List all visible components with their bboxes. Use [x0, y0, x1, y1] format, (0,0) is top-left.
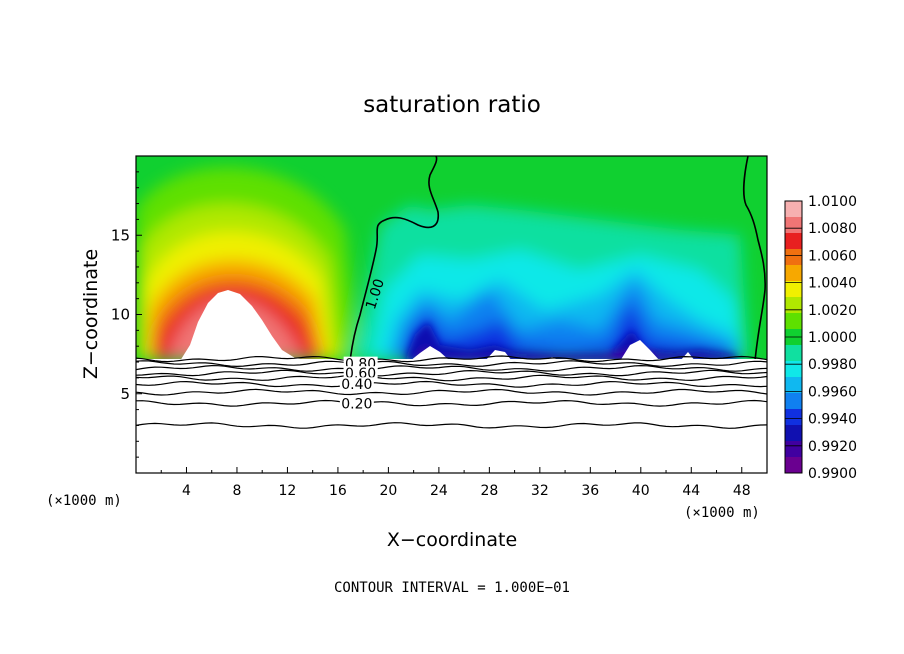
y-tick-label: 10	[111, 306, 130, 324]
contour-line	[136, 369, 767, 377]
colorbar-label: 1.0060	[808, 248, 857, 264]
colorbar-swatch	[785, 393, 802, 410]
colorbar-label: 1.0080	[808, 221, 857, 237]
x-tick-label: 36	[581, 483, 599, 499]
x-tick-label: 44	[682, 483, 700, 499]
contour-label-bg	[339, 377, 374, 392]
contour-line	[136, 388, 767, 396]
x-tick-label: 32	[531, 483, 549, 499]
contour-line	[136, 360, 767, 368]
colorbar-swatch	[785, 201, 802, 218]
colorbar-swatch	[785, 249, 802, 266]
colorbar-label: 0.9900	[808, 466, 857, 482]
contour-line	[136, 380, 767, 388]
x-tick-label: 16	[329, 483, 347, 499]
contour-label: 0.40	[341, 377, 372, 393]
dry-core-navy	[405, 322, 738, 359]
x-tick-label: 12	[279, 483, 297, 499]
contour-label: 0.20	[341, 396, 372, 412]
contour-line	[136, 355, 767, 363]
colorbar-swatch	[785, 217, 802, 234]
x-tick-label: 48	[733, 483, 751, 499]
x-axis-label: X−coordinate	[387, 529, 517, 551]
colorbar-swatch	[785, 297, 802, 314]
colorbar: 1.0100 1.0080 1.0060 1.0040 1.0020 1.0000 0.99…	[784, 194, 857, 482]
colorbar-swatch	[785, 361, 802, 378]
contour-label-bg	[343, 366, 378, 381]
colorbar-label: 1.0020	[808, 303, 857, 319]
x-tick-label: 24	[430, 483, 448, 499]
x-axis-ticks: 4 8 12 16 20 24 28 32 36 40 44 48	[160, 467, 751, 499]
chart-title: saturation ratio	[363, 92, 541, 118]
contour-line	[136, 374, 767, 382]
colorbar-swatch	[785, 265, 802, 282]
y-tick-label: 15	[111, 226, 130, 244]
contour-line	[136, 364, 767, 372]
colorbar-swatch	[785, 233, 802, 250]
colorbar-swatch	[785, 313, 802, 330]
contour-line-100-left	[349, 156, 440, 359]
contour-interval-note: CONTOUR INTERVAL = 1.000E−01	[334, 580, 570, 596]
x-tick-label: 40	[632, 483, 650, 499]
contour-label-bg	[339, 396, 374, 411]
colorbar-label: 1.0040	[808, 276, 857, 292]
colorbar-label: 0.9940	[808, 412, 857, 428]
colorbar-label: 0.9980	[808, 357, 857, 373]
terrain-mountain	[181, 290, 301, 359]
x-tick-label: 4	[182, 483, 191, 499]
contour-line	[136, 399, 767, 407]
y-tick-label: 5	[120, 385, 130, 403]
colorbar-label: 1.0100	[808, 194, 857, 210]
x-tick-label: 20	[379, 483, 397, 499]
colorbar-swatch	[785, 457, 802, 474]
colorbar-swatch	[785, 425, 802, 442]
y-axis-label: Z−coordinate	[80, 249, 102, 379]
colorbar-swatch	[785, 441, 802, 458]
lower-contour-lines	[136, 355, 767, 429]
colorbar-swatch	[785, 409, 802, 426]
x-unit-left: (×1000 m)	[46, 493, 122, 509]
x-unit-right: (×1000 m)	[684, 505, 760, 521]
saturation-field	[136, 156, 767, 359]
colorbar-swatch	[785, 281, 802, 298]
contour-line-100-right	[743, 156, 766, 359]
colorbar-label: 0.9960	[808, 384, 857, 400]
x-tick-label: 28	[480, 483, 498, 499]
colorbar-label: 1.0000	[808, 330, 857, 346]
contour-line	[136, 422, 767, 429]
colorbar-swatch	[785, 377, 802, 394]
dry-band-darkblue	[400, 300, 740, 359]
terrain-bumps	[412, 340, 694, 359]
y-axis-ticks: 5 10 15	[111, 171, 142, 458]
colorbar-swatch	[785, 345, 802, 362]
x-tick-label: 8	[232, 483, 241, 499]
colorbar-label: 0.9920	[808, 439, 857, 455]
